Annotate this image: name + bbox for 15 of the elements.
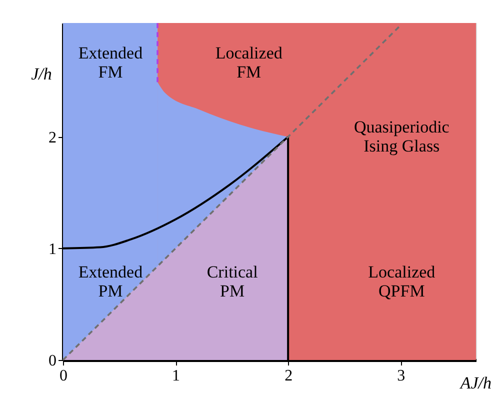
x-tick-label: 1 (172, 368, 180, 384)
x-tick-label: 0 (60, 368, 68, 384)
annotation: Extended FM (78, 43, 144, 82)
annotation: Quasiperiodic Ising Glass (354, 117, 450, 156)
x-tick-label: 3 (397, 368, 406, 384)
annotation: Localized QPFM (368, 262, 436, 300)
annotation: Critical PM (206, 262, 258, 300)
annotation: Extended PM (78, 262, 144, 300)
annotation: Localized FM (215, 43, 283, 82)
y-tick-label: 0 (48, 352, 56, 370)
y-tick-label: 2 (48, 129, 56, 146)
x-axis-title: AJ/h (459, 374, 492, 392)
x-tick-label: 2 (284, 368, 293, 384)
y-tick-label: 1 (48, 240, 56, 258)
y-axis-title: J/h (31, 64, 52, 84)
